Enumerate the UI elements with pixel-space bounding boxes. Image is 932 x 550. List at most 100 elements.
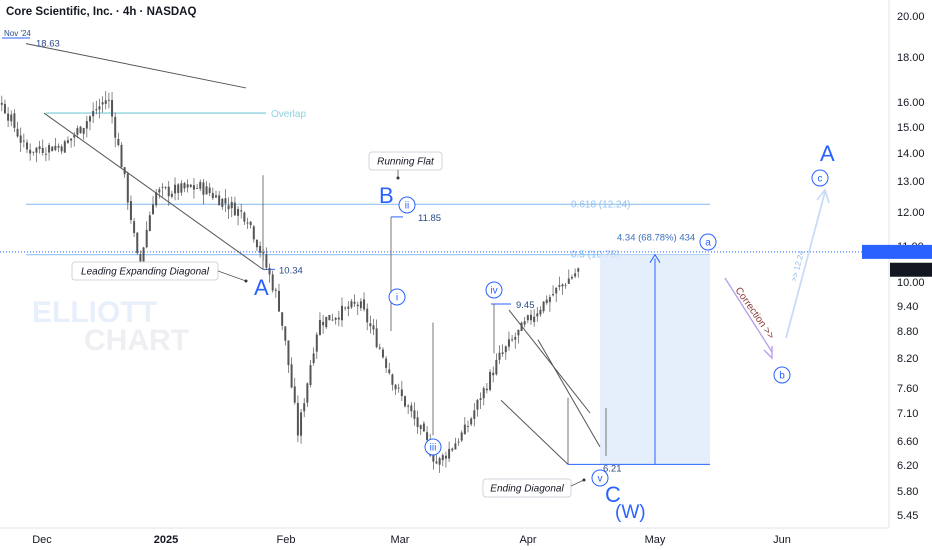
wave-label-C: C [605, 482, 621, 507]
candle-body [221, 198, 224, 207]
candle-body [381, 349, 384, 358]
candle-body [570, 277, 573, 279]
candle-body [548, 297, 551, 303]
candle-body [460, 432, 463, 441]
wave-a-circle [699, 233, 717, 251]
candle-body [92, 111, 95, 117]
candle-body [158, 189, 161, 193]
fib-0618-label: 0.618 (12.24) [571, 199, 631, 210]
candle-body [32, 151, 35, 153]
candle-body [38, 146, 41, 150]
candle-body [473, 410, 476, 419]
candle-body [230, 201, 233, 209]
y-tick-label: 6.20 [897, 460, 918, 472]
candle-body [199, 181, 202, 189]
candle-body [218, 195, 221, 206]
candle-body [325, 316, 328, 328]
wave-b-circle [773, 366, 791, 384]
candle-body [413, 410, 416, 419]
candle-body [328, 314, 331, 321]
zone-measure-arrow [649, 253, 661, 263]
measure-label: 4.34 (68.78%) 434 [617, 233, 695, 244]
post-tag [862, 244, 932, 259]
candle-body [463, 424, 466, 435]
candle-body [180, 183, 183, 193]
candle-body [22, 140, 25, 142]
candle-body [129, 201, 132, 220]
overlap-label: Overlap [271, 109, 306, 120]
candle-body [268, 267, 271, 275]
candle-body [479, 398, 482, 400]
candle-body [309, 365, 312, 386]
candle-body [271, 274, 274, 291]
candle-body [375, 328, 378, 348]
candle-body [41, 147, 44, 154]
callout-leading-diagonal-pointer [217, 270, 247, 282]
callout-running-flat-text: Running Flat [377, 157, 435, 168]
candle-body [142, 247, 145, 264]
candle-body [312, 353, 315, 364]
candle-body [394, 384, 397, 390]
time-axis: Dec 2025 Feb Mar Apr May Jun [0, 527, 889, 546]
y-tick-label: 14.00 [897, 148, 925, 160]
candle-body [520, 322, 523, 332]
candle-body [233, 202, 236, 216]
candle-body [136, 232, 139, 254]
price-axis: 20.0018.0016.0015.0014.0013.0012.0011.00… [862, 0, 932, 528]
correction-arrowhead [763, 346, 773, 360]
candle-body [574, 273, 577, 277]
candle-body [501, 352, 504, 354]
candle-body [249, 221, 252, 226]
candle-body [192, 185, 195, 190]
wave-ii-circle-text: ii [405, 201, 409, 212]
fib-05-label: 0.5 (10.75) [571, 250, 619, 261]
projection-target-label: >> 12.24 [789, 249, 806, 282]
price-label-1185: 11.85 [418, 213, 441, 224]
candle-body [145, 229, 148, 248]
candle-body [186, 184, 189, 188]
candle-body [76, 128, 79, 135]
candle-body [44, 153, 47, 155]
y-tick-label: 16.00 [897, 97, 925, 109]
candle-body [331, 319, 334, 321]
projection-arrow [785, 191, 826, 339]
candle-body [539, 309, 542, 315]
y-tick-label: 15.00 [897, 122, 925, 134]
candle-body [372, 325, 375, 330]
candle-body [35, 147, 38, 153]
candle-body [318, 320, 321, 335]
candle-body [306, 383, 309, 403]
candle-body [555, 287, 558, 294]
candle-body [139, 254, 142, 262]
y-tick-label: 7.10 [897, 408, 918, 420]
candle-body [98, 106, 101, 110]
callout-running-flat-pointer-dot [396, 176, 400, 180]
candle-body [350, 301, 353, 308]
wave-iii-circle [424, 438, 442, 456]
candle-body [259, 245, 262, 253]
callout-running-flat-box [368, 151, 443, 171]
y-tick-label: 12.00 [897, 207, 925, 219]
candle-body [359, 301, 362, 309]
y-tick-label: 13.00 [897, 176, 925, 188]
candle-body [79, 126, 82, 134]
wave-label-B: B [379, 183, 394, 208]
y-tick-label: 18.00 [897, 52, 925, 64]
candle-body [467, 426, 469, 427]
callout-ending-diagonal-pointer [570, 479, 585, 487]
price-label-1863: 18.63 [36, 39, 60, 50]
candle-body [237, 208, 240, 216]
candle-body [70, 138, 73, 141]
candle-body [111, 100, 114, 117]
wave-b-circle-text: b [779, 371, 785, 382]
candle-body [167, 186, 170, 197]
candle-body [492, 372, 495, 376]
candle-body [564, 284, 567, 286]
labels: Nov '2418.6310.3411.859.456.21ABC(W)Aiii… [4, 29, 923, 523]
x-tick-label: May [645, 534, 666, 546]
candle-body [252, 226, 255, 240]
candle-body [174, 184, 177, 194]
callout-ending-diagonal-text: Ending Diagonal [490, 484, 564, 495]
candle-body [558, 285, 561, 287]
candle-body [246, 222, 249, 224]
